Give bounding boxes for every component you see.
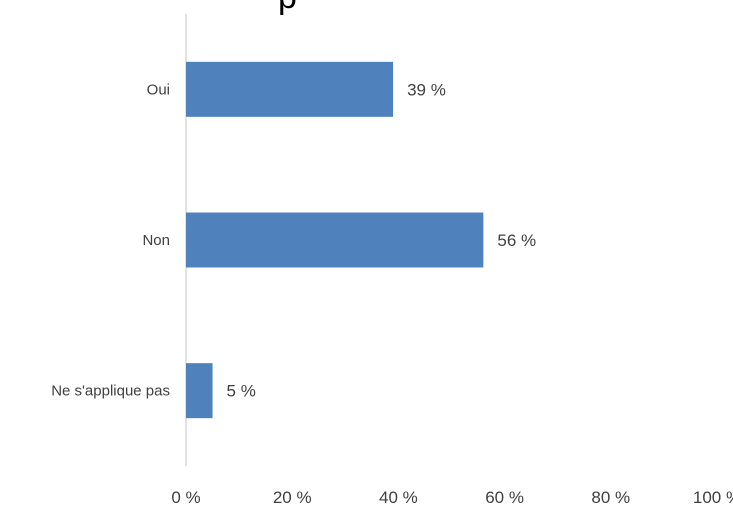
category-label: Ne s'applique pas [51,383,170,400]
data-label: 5 % [227,382,256,401]
bar [186,61,394,117]
bar [186,363,213,419]
x-tick-label: 60 % [485,488,524,507]
x-tick-label: 100 % [693,488,733,507]
x-tick-labels-group: 0 % 20 % 40 % 60 % 80 % 100 % [171,488,733,507]
category-label: Non [142,232,170,249]
data-label: 39 % [407,80,446,99]
x-tick-label: 20 % [273,488,312,507]
category-labels-group: Oui Non Ne s'applique pas [51,81,170,399]
x-tick-label: 80 % [591,488,630,507]
data-label: 56 % [497,231,536,250]
partial-title-glyph: p [278,0,297,16]
category-label: Oui [147,81,170,98]
x-tick-label: 40 % [379,488,418,507]
bars-group [186,61,484,419]
data-labels-group: 39 % 56 % 5 % [227,80,537,400]
x-tick-label: 0 % [171,488,200,507]
bar [186,212,484,268]
